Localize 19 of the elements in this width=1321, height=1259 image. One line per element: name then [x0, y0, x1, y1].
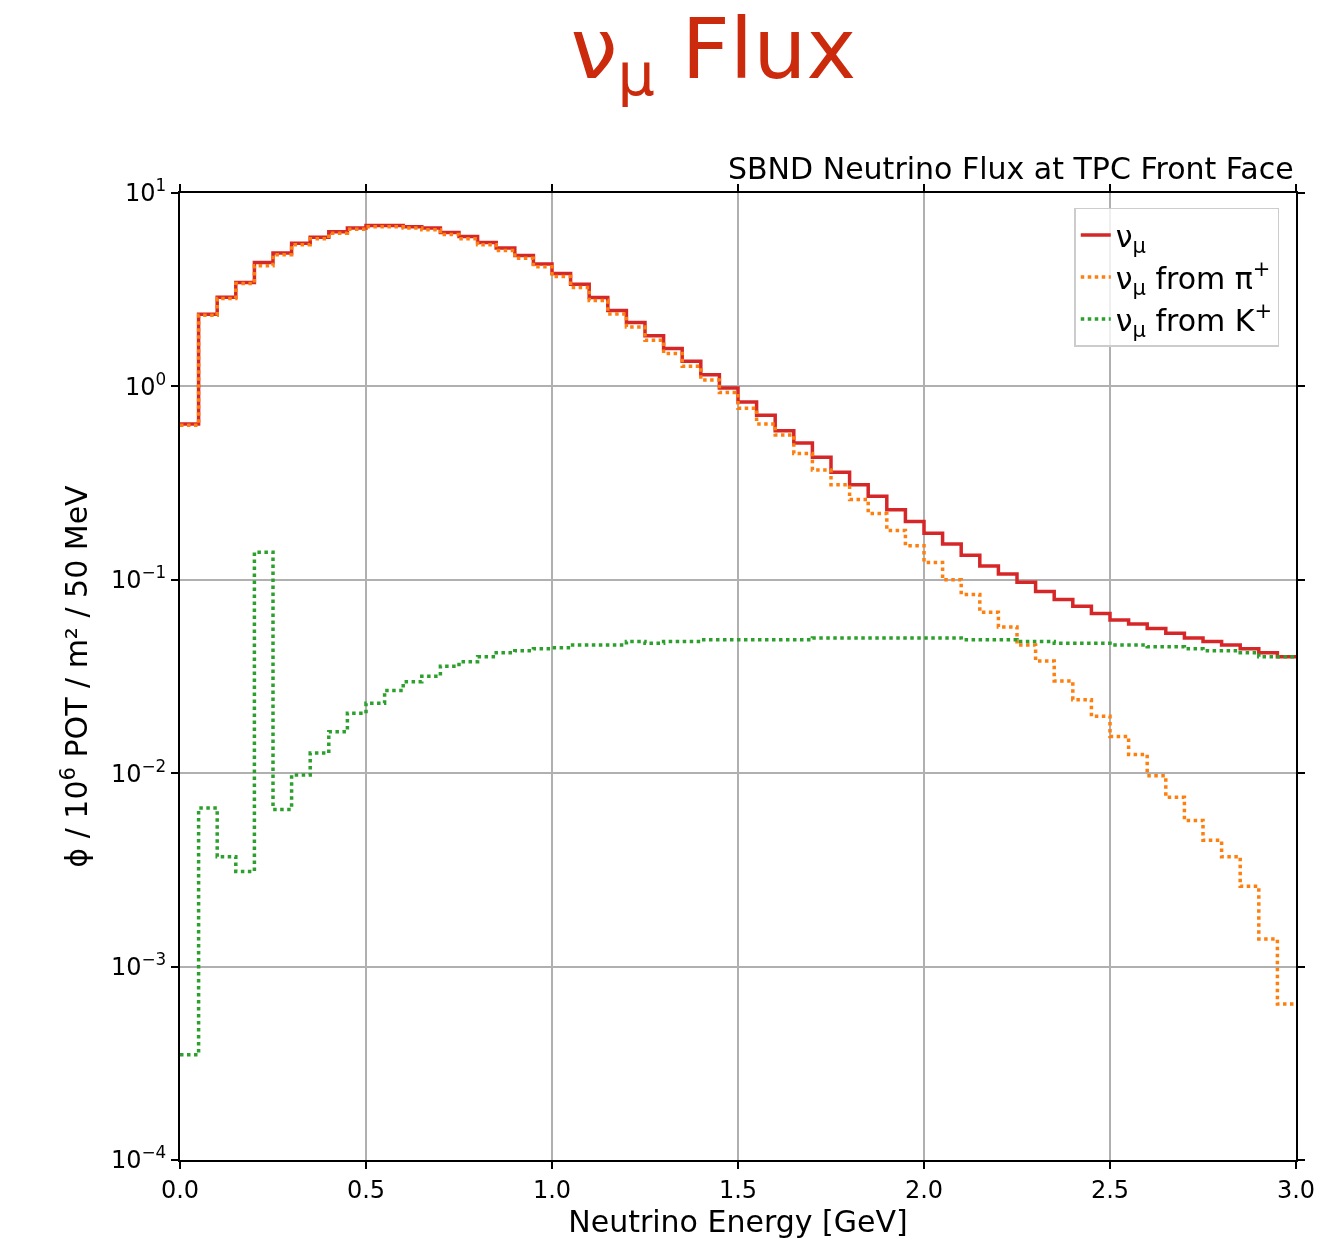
x-tick-label: 0.0 — [160, 1175, 200, 1204]
x-tick-label: 3.0 — [1276, 1175, 1316, 1204]
y-tick-label: 10$^{−4}$ — [110, 1142, 167, 1175]
y-tick-label: 10$^{−2}$ — [110, 755, 167, 788]
x-tick-label: 0.5 — [346, 1175, 386, 1204]
x-tick-label: 1.0 — [532, 1175, 572, 1204]
y-tick-label: 10$^{0}$ — [124, 368, 167, 401]
x-tick-label: 2.0 — [904, 1175, 944, 1204]
x-tick-label: 2.5 — [1090, 1175, 1130, 1204]
y-tick-label: 10$^{−1}$ — [110, 562, 167, 595]
y-tick-label: 10$^{1}$ — [124, 175, 167, 208]
legend-label: ν$_{μ}$ from π$^{+}$ — [1115, 257, 1271, 301]
x-axis-title: Neutrino Energy [GeV] — [568, 1203, 908, 1239]
chart-title: ν$_{μ}$ Flux — [570, 0, 857, 110]
legend-label: ν$_{μ}$ from K$^{+}$ — [1115, 299, 1273, 343]
legend-label: ν$_{μ}$ — [1115, 218, 1146, 259]
chart-subtitle: SBND Neutrino Flux at TPC Front Face — [728, 151, 1294, 186]
x-tick-label: 1.5 — [718, 1175, 758, 1204]
y-tick-label: 10$^{−3}$ — [110, 948, 167, 981]
